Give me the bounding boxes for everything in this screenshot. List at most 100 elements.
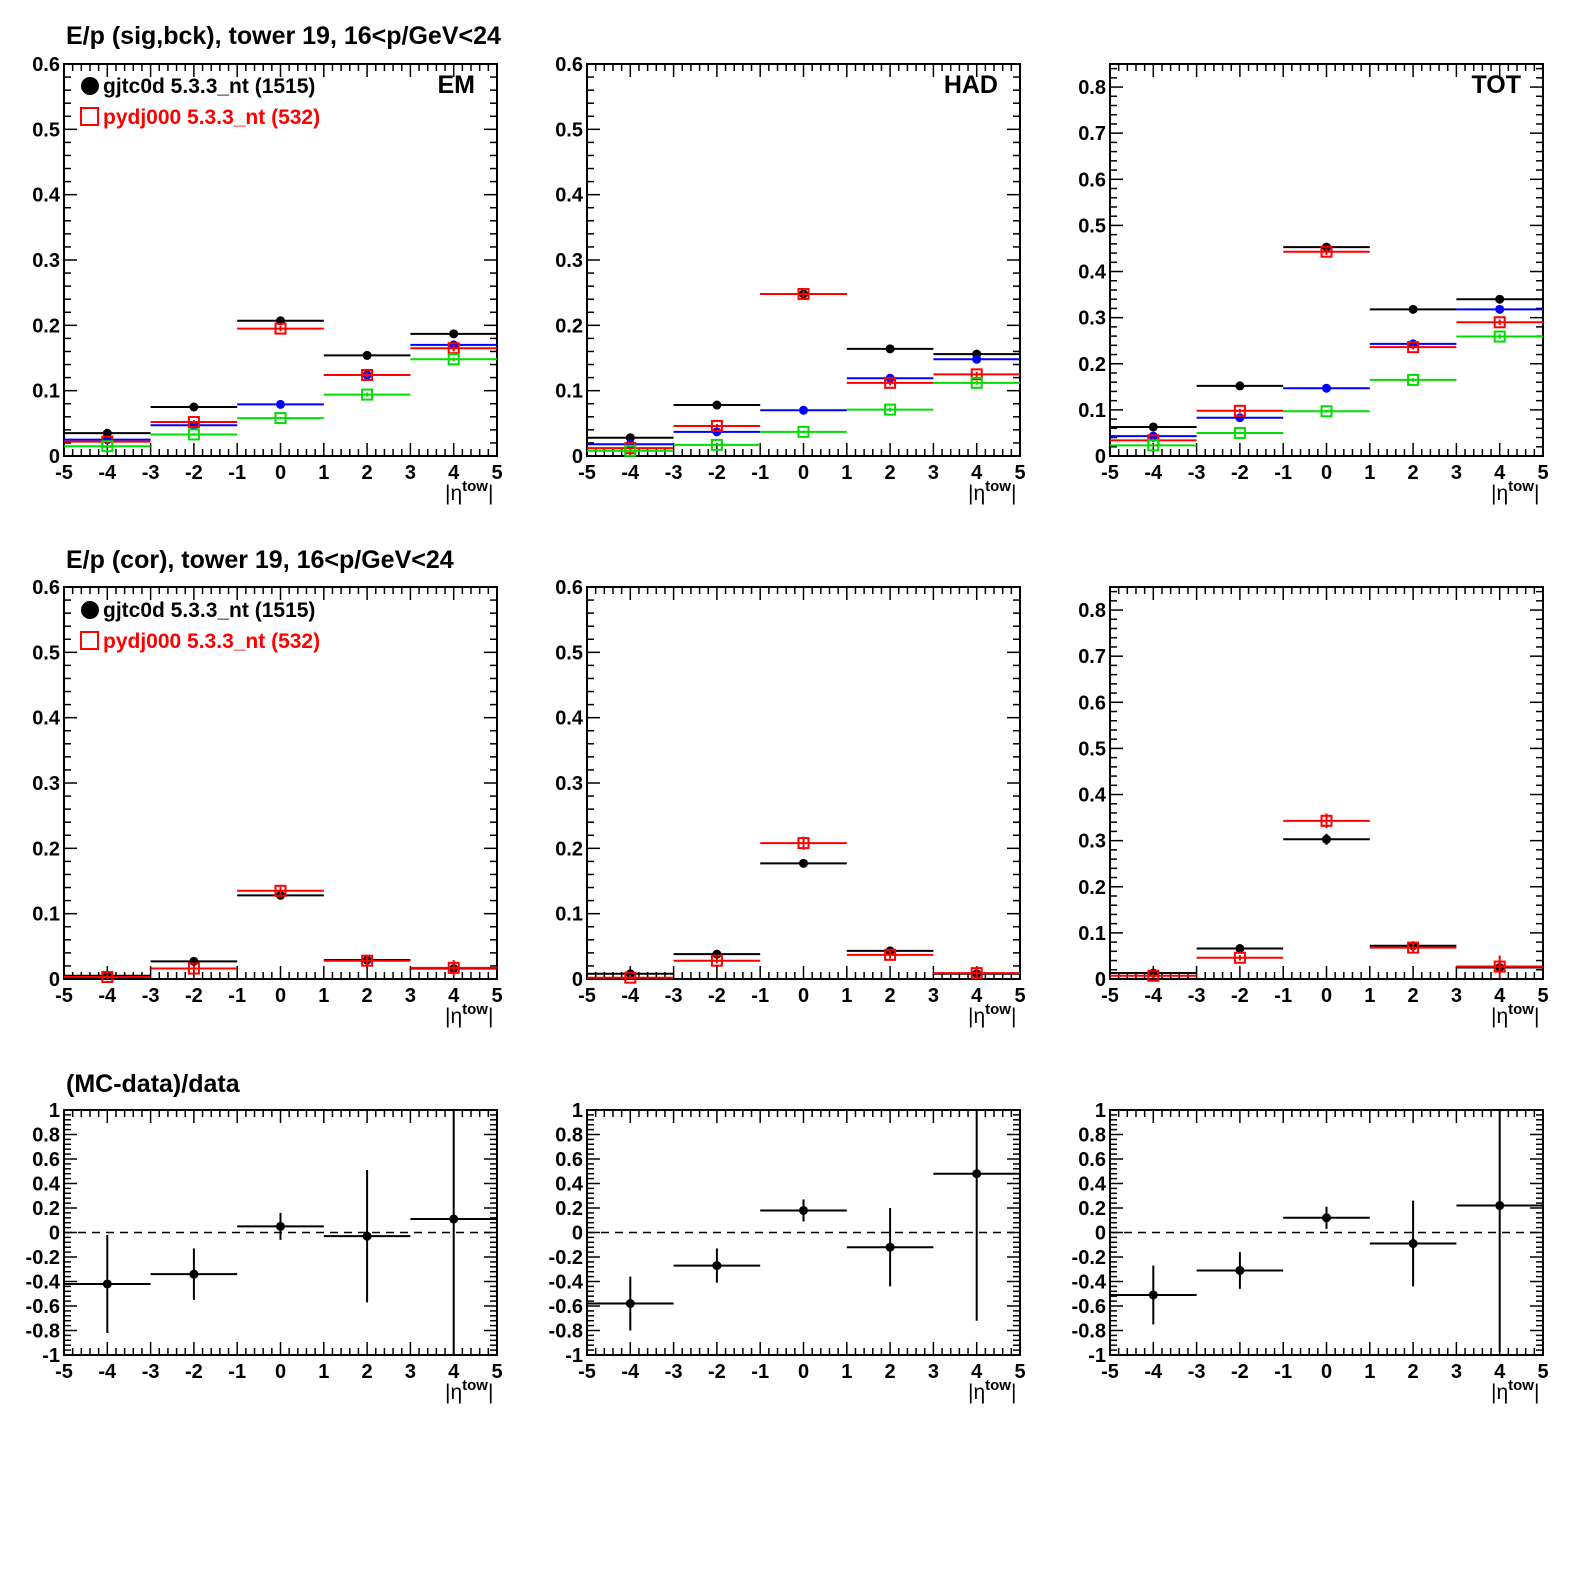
x-tick-label: -4 <box>1144 1361 1163 1383</box>
data-point <box>972 1169 982 1179</box>
x-tick-label: -3 <box>142 462 160 484</box>
y-tick-label: 0.3 <box>555 250 583 272</box>
x-tick-label: 1 <box>1364 985 1375 1007</box>
data-point <box>1407 941 1420 954</box>
series-red <box>64 884 497 984</box>
y-tick-label: 0.7 <box>1078 123 1106 145</box>
y-tick-label: 0.4 <box>32 185 61 207</box>
x-tick-label: -3 <box>665 985 683 1007</box>
y-tick-label: 0.4 <box>1078 1174 1107 1196</box>
x-tick-label: 0 <box>798 462 809 484</box>
y-tick-label: 0.2 <box>32 1198 60 1220</box>
x-tick-label: 3 <box>1451 1361 1462 1383</box>
data-point <box>970 376 983 389</box>
data-point <box>449 329 459 339</box>
x-tick-label: 0 <box>798 1361 809 1383</box>
x-tick-label: -2 <box>185 462 203 484</box>
panel-row1-EM: -5 -4 -3 -2 -1 0 1 2 3 4 5 0 0.1 0.2 0.3 0.4 0.5 0.6 |ηtow… <box>32 54 502 505</box>
y-tick-label: 0.4 <box>555 185 584 207</box>
y-tick-label: 0 <box>572 969 583 991</box>
y-tick-label: 0.1 <box>1078 400 1106 422</box>
y-tick-label: 0.4 <box>555 708 584 730</box>
y-tick-label: -0.4 <box>549 1272 584 1294</box>
data-point <box>884 948 897 961</box>
y-tick-label: -0.4 <box>1072 1272 1107 1294</box>
x-tick-label: 0 <box>1321 1361 1332 1383</box>
series-red <box>1110 813 1543 982</box>
x-axis-title: |ηtow| <box>968 1001 1016 1028</box>
data-point <box>189 402 199 412</box>
x-tick-label: -4 <box>98 462 117 484</box>
data-point <box>361 388 374 401</box>
legend-marker-mc <box>80 631 99 650</box>
x-axis-title: |ηtow| <box>1491 1377 1539 1404</box>
x-tick-label: -2 <box>708 462 726 484</box>
y-tick-label: 0 <box>49 1223 60 1245</box>
x-tick-label: 4 <box>448 985 460 1007</box>
x-tick-label: 2 <box>362 985 373 1007</box>
panel-row1-HAD: -5 -4 -3 -2 -1 0 1 2 3 4 5 0 0.1 0.2 0.3 0.4 0.5 0.6 |ηtow… <box>555 54 1025 505</box>
y-tick-label: 0.6 <box>1078 692 1106 714</box>
data-point <box>712 1261 722 1271</box>
data-point <box>1407 373 1420 386</box>
y-tick-label: 0.6 <box>32 1149 60 1171</box>
y-tick-label: 0.2 <box>555 315 583 337</box>
x-tick-label: 3 <box>928 462 939 484</box>
x-tick-label: -5 <box>578 1361 596 1383</box>
y-tick-label: 0.5 <box>555 642 583 664</box>
x-tick-label: 4 <box>1494 462 1506 484</box>
y-tick-label: 0.6 <box>555 577 583 599</box>
y-tick-label: 0.2 <box>1078 354 1106 376</box>
x-tick-label: 1 <box>318 1361 329 1383</box>
data-point <box>624 971 637 984</box>
x-tick-label: 1 <box>1364 1361 1375 1383</box>
data-point <box>1495 304 1505 314</box>
x-tick-label: -1 <box>751 985 769 1007</box>
x-tick-label: 5 <box>491 985 502 1007</box>
x-tick-label: 2 <box>1408 985 1419 1007</box>
panel-row3-EM: -5 -4 -3 -2 -1 0 1 2 3 4 5-1-0.8-0.6-0.4-0.200.20.… <box>26 1100 503 1404</box>
data-point <box>1322 1213 1331 1223</box>
data-point <box>102 428 112 438</box>
x-axis-title: |ηtow| <box>1491 478 1539 505</box>
x-tick-label: 1 <box>318 462 329 484</box>
data-point <box>885 1242 895 1252</box>
data-point <box>970 967 983 980</box>
data-point <box>799 858 808 868</box>
y-tick-label: -0.2 <box>549 1247 583 1269</box>
x-tick-label: 3 <box>405 462 416 484</box>
y-tick-label: 0.2 <box>555 838 583 860</box>
data-point <box>797 425 810 438</box>
data-point <box>276 1221 285 1231</box>
data-point <box>624 444 637 457</box>
data-point <box>449 1214 459 1224</box>
x-tick-label: -4 <box>621 1361 640 1383</box>
x-tick-label: 3 <box>405 1361 416 1383</box>
panel-row3-HAD: -5 -4 -3 -2 -1 0 1 2 3 4 5-1-0.8-0.6-0.4-0.200.20.… <box>549 1100 1026 1404</box>
y-tick-label: 1 <box>1095 1100 1106 1122</box>
legend-row-1: gjtc0d 5.3.3_nt (1515) pydj000 5.3.3_nt … <box>80 75 320 129</box>
data-point <box>1408 1239 1418 1249</box>
y-tick-label: 1 <box>572 1100 583 1122</box>
data-point <box>1147 439 1160 452</box>
data-point <box>1495 1201 1505 1211</box>
x-tick-label: -5 <box>578 985 596 1007</box>
data-point <box>187 428 200 441</box>
data-point <box>1322 383 1331 393</box>
x-tick-label: -1 <box>228 462 246 484</box>
x-tick-label: -2 <box>185 985 203 1007</box>
data-point <box>710 438 723 451</box>
data-point <box>1320 405 1333 418</box>
x-tick-label: 2 <box>362 1361 373 1383</box>
row-1-title: E/p (sig,bck), tower 19, 16<p/GeV<24 <box>66 22 501 50</box>
legend-label-mc: pydj000 5.3.3_nt (532) <box>103 630 320 653</box>
y-tick-label: 0.3 <box>1078 308 1106 330</box>
x-tick-label: 1 <box>841 1361 852 1383</box>
data-point <box>799 405 808 415</box>
y-tick-label: 0.5 <box>1078 738 1106 760</box>
x-axis-title: |ηtow| <box>445 478 493 505</box>
data-point <box>1407 341 1420 354</box>
data-point <box>712 400 722 410</box>
plot-frame <box>586 63 1021 457</box>
x-tick-label: 3 <box>1451 462 1462 484</box>
